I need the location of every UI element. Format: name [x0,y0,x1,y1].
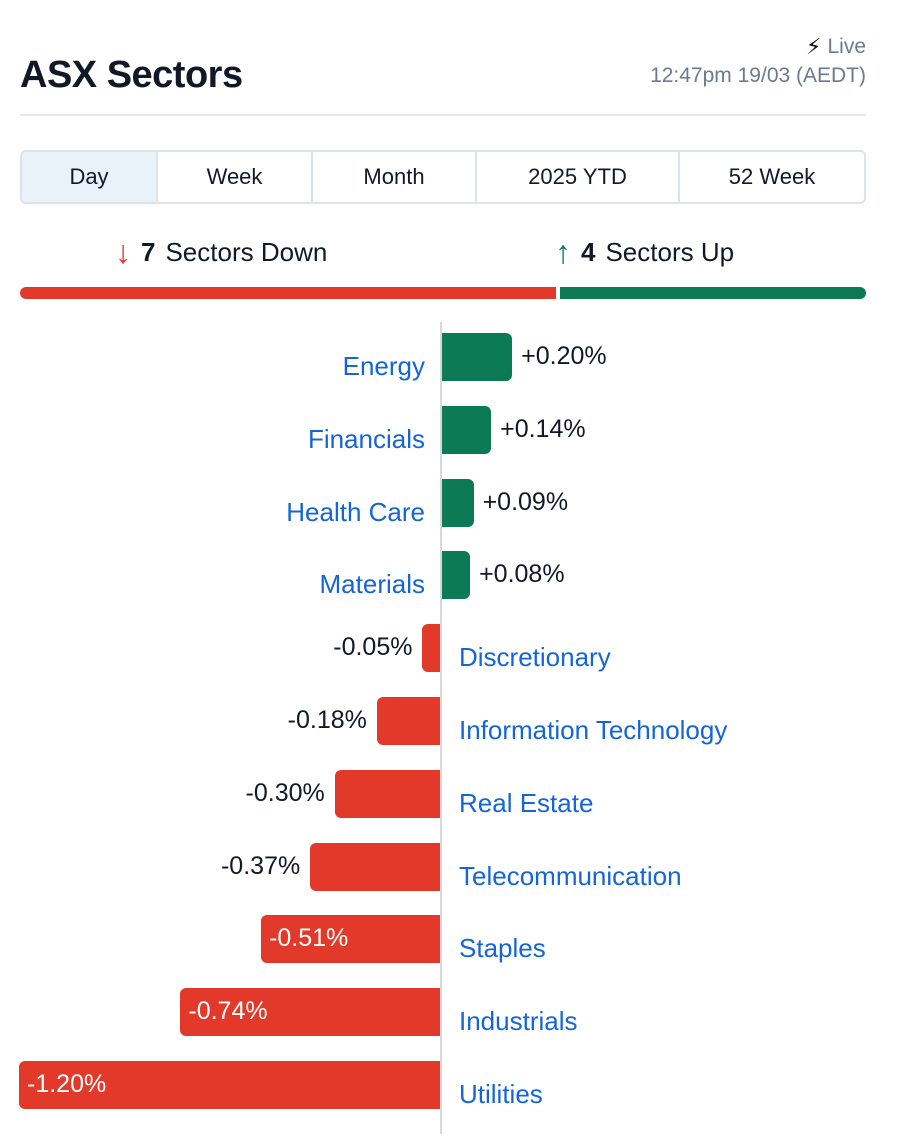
value-label-utilities: -1.20% [27,1070,107,1098]
zero-axis [440,322,442,1134]
bar-staples [261,915,440,964]
sectors-down: ↓ 7 Sectors Down [115,236,327,268]
sector-link-industrials[interactable]: Industrials [459,1006,578,1037]
ratio-up-segment [559,287,866,299]
arrow-up-icon: ↑ [555,234,571,270]
value-label-energy: +0.20% [521,342,607,370]
up-down-ratio-bar [20,287,866,299]
sector-link-health-care[interactable]: Health Care [286,496,425,527]
bar-health-care [442,478,474,527]
bar-information-technology [376,697,440,745]
bar-energy [442,333,513,381]
sector-link-staples[interactable]: Staples [459,933,546,964]
bar-telecommunication [310,842,440,891]
value-label-information-technology: -0.18% [287,706,367,734]
bar-materials [442,551,471,600]
up-count: 4 [581,236,596,267]
bar-industrials [180,988,440,1037]
tab-52-week[interactable]: 52 Week [728,164,816,189]
bar-discretionary [422,624,440,673]
sector-link-financials[interactable]: Financials [307,423,425,454]
value-label-real-estate: -0.30% [245,778,325,807]
value-label-telecommunication: -0.37% [220,851,301,880]
arrow-down-icon: ↓ [115,234,131,270]
period-tabs: Day Week Month 2025 YTD 52 Week [20,150,866,204]
sector-link-discretionary[interactable]: Discretionary [459,642,611,673]
tab-week[interactable]: Week [158,152,313,202]
value-label-discretionary: -0.05% [333,633,413,662]
live-label: Live [827,35,866,58]
value-label-staples: -0.51% [269,924,349,953]
header: ASX Sectors ⚡︎ Live 12:47pm 19/03 (AEDT) [20,30,866,116]
value-label-health-care: +0.09% [482,487,569,516]
bar-utilities [19,1061,440,1109]
tab-day[interactable]: Day [22,152,158,202]
value-label-financials: +0.14% [500,414,586,443]
live-indicator: ⚡︎ Live [806,34,866,60]
page-title: ASX Sectors [20,54,243,96]
sectors-up: ↑ 4 Sectors Up [555,236,734,268]
bar-financials [442,405,492,454]
sector-summary: ↓ 7 Sectors Down ↑ 4 Sectors Up [20,232,866,304]
lightning-icon: ⚡︎ [806,34,822,59]
down-label: Sectors Down [165,236,328,267]
value-label-industrials: -0.74% [188,997,268,1026]
ratio-down-segment [20,287,556,299]
tab-month[interactable]: Month [313,152,477,202]
sector-link-real-estate[interactable]: Real Estate [459,787,594,818]
down-count: 7 [141,236,156,267]
tab-2025-ytd[interactable]: 2025 YTD [477,152,680,202]
sector-link-utilities[interactable]: Utilities [459,1079,543,1109]
up-label: Sectors Up [605,236,735,267]
bar-real-estate [334,769,440,818]
sector-link-telecommunication[interactable]: Telecommunication [459,860,682,891]
sector-link-energy[interactable]: Energy [342,351,425,381]
value-label-materials: +0.08% [479,560,565,589]
sector-link-materials[interactable]: Materials [319,569,425,600]
sector-bar-chart: +0.20% Energy +0.14% Financials +0.09% Health… [0,322,918,1142]
sector-link-information-technology[interactable]: Information Technology [459,715,728,745]
timestamp: 12:47pm 19/03 (AEDT) [650,64,866,87]
